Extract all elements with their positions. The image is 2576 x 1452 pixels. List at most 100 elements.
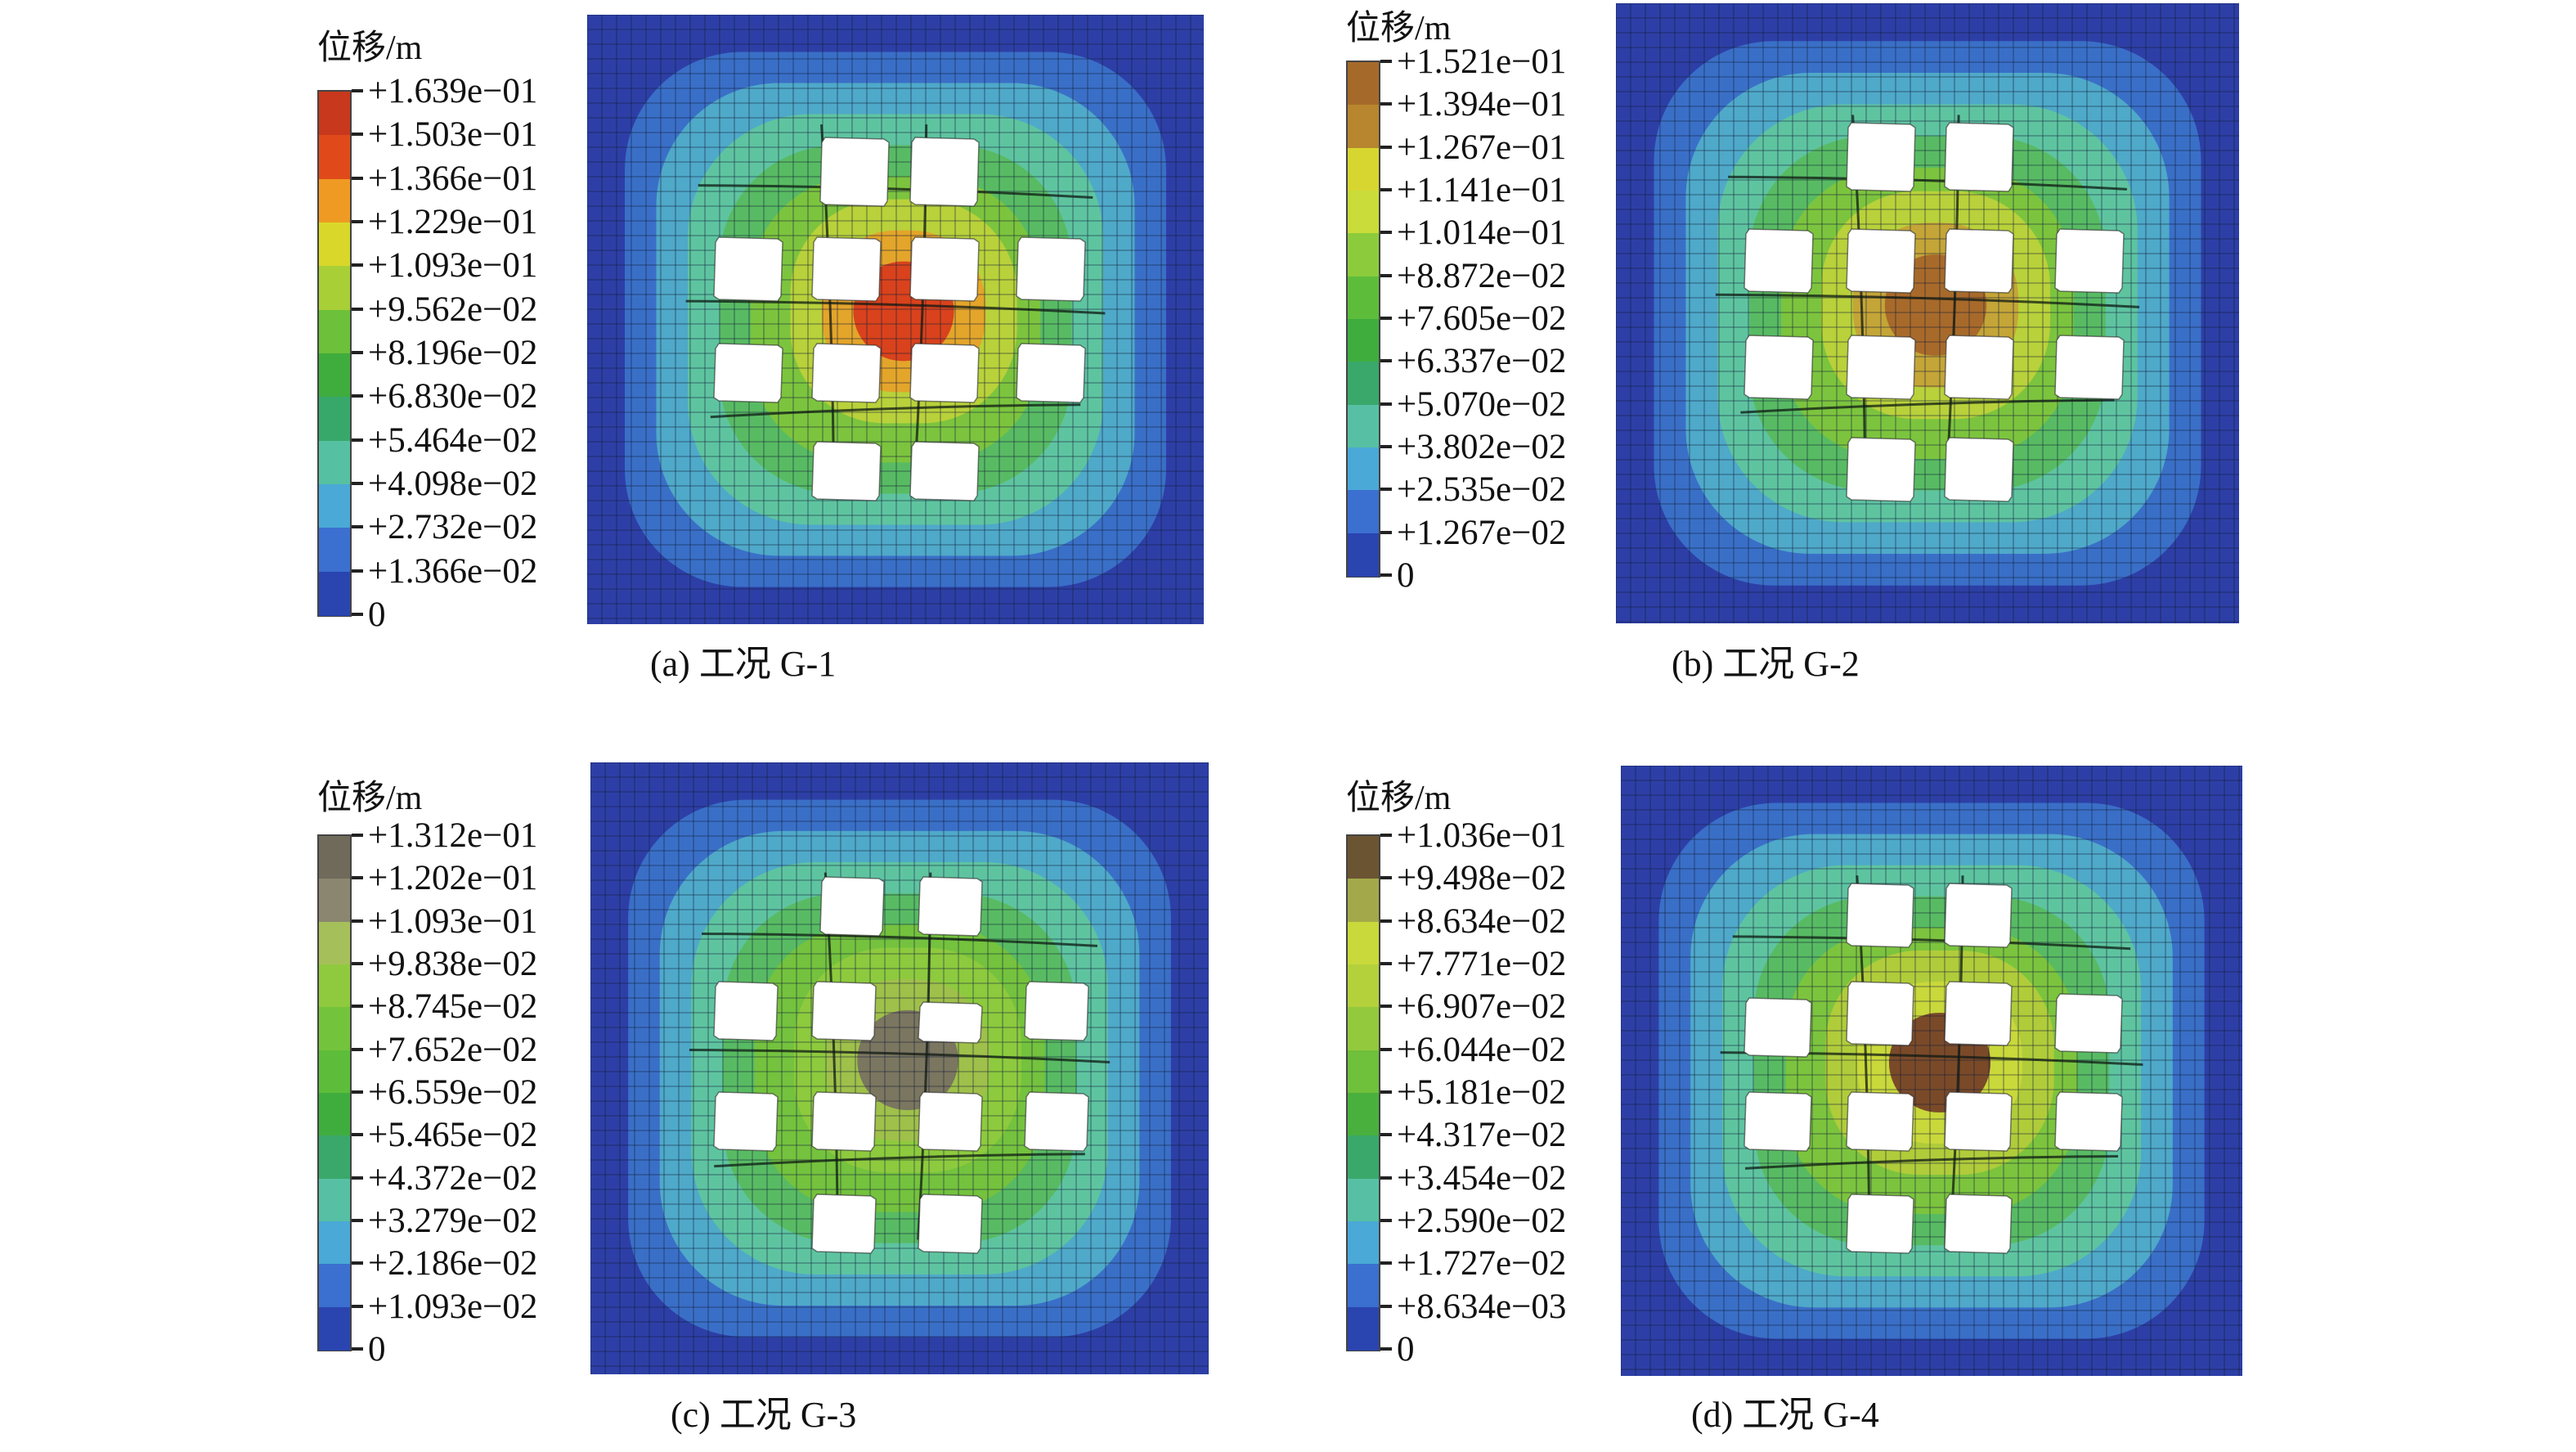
legend-label: +6.830e−02: [368, 377, 538, 416]
failed-element-hole: [1944, 228, 2014, 294]
legend-tick: [352, 482, 363, 485]
color-bar-segment: [319, 1050, 350, 1094]
legend-label: +5.181e−02: [1397, 1073, 1567, 1112]
legend-tick: [1380, 231, 1392, 235]
failed-element-hole: [1846, 1194, 1914, 1254]
failed-element-hole: [811, 1091, 877, 1152]
legend-label: +6.907e−02: [1397, 987, 1567, 1027]
displacement-contour-plot: [587, 15, 1204, 624]
color-bar-segment: [1348, 879, 1379, 923]
failed-element-hole: [1024, 1091, 1089, 1152]
legend-tick: [352, 525, 363, 529]
color-bar-segment: [319, 1264, 350, 1308]
legend-tick: [352, 351, 363, 354]
legend-tick: [352, 133, 363, 137]
legend-label: +1.503e−01: [368, 115, 538, 155]
color-bar-segment: [319, 397, 350, 442]
legend-tick: [352, 1176, 363, 1180]
failed-element-hole: [1944, 1091, 2013, 1152]
legend-label: +1.366e−02: [368, 551, 538, 591]
failed-element-hole: [1846, 437, 1916, 502]
color-bar-segment: [319, 571, 350, 616]
failed-element-hole: [918, 1091, 983, 1152]
legend-label: +6.559e−02: [368, 1073, 538, 1112]
contour-svg: [590, 762, 1209, 1374]
legend-label: +6.337e−02: [1397, 342, 1567, 381]
contour-svg: [1621, 766, 2242, 1376]
legend-tick: [1380, 1347, 1392, 1351]
legend-label: +1.366e−01: [368, 159, 538, 198]
legend-label: 0: [368, 1330, 386, 1369]
mesh-grid: [1616, 3, 2239, 623]
legend-label: +7.652e−02: [368, 1030, 538, 1069]
color-bar-segment: [319, 1135, 350, 1180]
legend-label: +8.196e−02: [368, 334, 538, 372]
color-bar-segment: [1348, 533, 1379, 577]
failed-element-hole: [1944, 981, 2013, 1046]
legend-title: 位移/m: [317, 29, 423, 67]
mesh-grid: [590, 762, 1209, 1374]
failed-element-hole: [1744, 1091, 1812, 1152]
legend-label: +7.771e−02: [1397, 945, 1567, 983]
panel-caption: (c) 工况 G-3: [671, 1395, 857, 1435]
failed-element-hole: [1024, 981, 1089, 1041]
color-bar-segment: [1348, 447, 1379, 491]
legend-label: +1.093e−01: [368, 901, 538, 941]
failed-element-hole: [1744, 997, 1812, 1058]
failed-element-hole: [713, 236, 783, 302]
legend-tick: [352, 613, 363, 616]
legend-label: +5.465e−02: [368, 1116, 538, 1155]
failed-element-hole: [1944, 437, 2014, 502]
color-bar: [317, 90, 352, 617]
legend-label: +1.014e−01: [1397, 214, 1567, 253]
legend-tick: [352, 569, 363, 573]
legend-tick: [352, 89, 363, 92]
color-bar-segment: [319, 528, 350, 573]
legend-title: 位移/m: [317, 780, 423, 817]
legend-label: +1.229e−01: [368, 203, 538, 241]
failed-element-hole: [918, 1194, 983, 1254]
legend-tick: [1380, 60, 1392, 63]
failed-element-hole: [1944, 1194, 2013, 1254]
failed-element-hole: [819, 137, 890, 207]
legend-label: +8.634e−03: [1397, 1287, 1567, 1326]
legend-tick: [352, 263, 363, 267]
legend-tick: [352, 962, 363, 965]
color-bar-segment: [319, 879, 350, 923]
color-bar-segment: [319, 836, 350, 879]
color-bar-segment: [1348, 964, 1379, 1008]
legend-tick: [352, 176, 363, 180]
color-bar-segment: [1348, 921, 1379, 965]
legend-tick: [352, 1219, 363, 1222]
legend-tick: [1380, 834, 1392, 837]
legend-label: +3.454e−02: [1397, 1158, 1567, 1198]
legend-label: +9.562e−02: [368, 290, 538, 329]
legend-tick: [352, 1133, 363, 1137]
crack-lines: [689, 872, 1111, 1240]
legend-tick: [352, 307, 363, 311]
legend-tick: [352, 1261, 363, 1265]
color-bar-segment: [319, 178, 350, 223]
legend-tick: [1380, 1304, 1392, 1308]
color-bar-segment: [319, 92, 350, 136]
color-bar-segment: [1348, 1221, 1379, 1265]
legend-label: +3.279e−02: [368, 1202, 538, 1240]
legend-tick: [1380, 359, 1392, 363]
contour-svg: [1616, 3, 2239, 623]
legend-label: +9.498e−02: [1397, 859, 1567, 898]
failed-element-hole: [1846, 981, 1914, 1046]
legend-label: +1.521e−01: [1397, 43, 1567, 81]
legend-tick: [352, 876, 363, 880]
failed-element-hole: [713, 1091, 779, 1152]
color-bar-segment: [1348, 62, 1379, 106]
legend-tick: [1380, 1133, 1392, 1137]
legend-tick: [1380, 1047, 1392, 1051]
failed-element-hole: [1944, 883, 2013, 948]
legend-label: +1.312e−01: [368, 816, 538, 855]
legend-label: +1.202e−01: [368, 859, 538, 898]
legend-tick: [1380, 1005, 1392, 1009]
failed-element-hole: [811, 236, 882, 302]
color-bar: [1346, 61, 1380, 578]
legend-label: 0: [1397, 556, 1415, 595]
color-bar-segment: [1348, 191, 1379, 234]
